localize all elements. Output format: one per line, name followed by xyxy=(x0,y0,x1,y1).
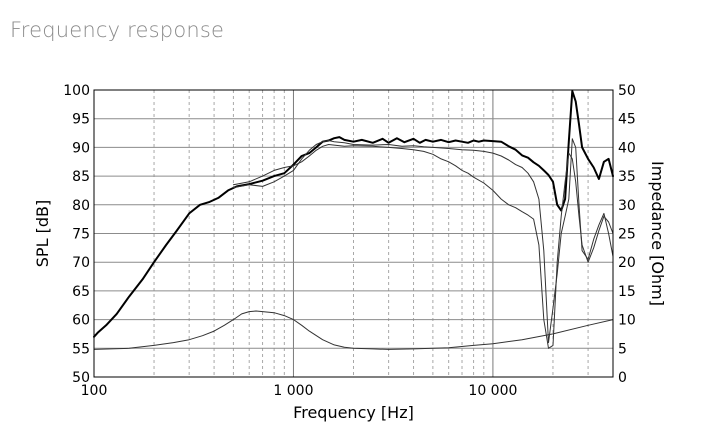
series-line-2 xyxy=(232,138,614,344)
y-tick-label-right: 20 xyxy=(618,255,636,271)
y-tick-label-right: 0 xyxy=(618,370,627,386)
y-tick-label-left: 55 xyxy=(72,341,90,357)
x-axis-title: Frequency [Hz] xyxy=(293,403,414,422)
plot-frame xyxy=(93,89,614,378)
y-tick-label-right: 35 xyxy=(618,169,636,185)
y-tick-label-right: 45 xyxy=(618,112,636,128)
series-line-3 xyxy=(232,144,614,349)
y-tick-label-right: 10 xyxy=(618,313,636,329)
x-tick-label: 1 000 xyxy=(273,383,313,399)
y-tick-label-left: 90 xyxy=(72,140,90,156)
y-tick-label-right: 15 xyxy=(618,284,636,300)
y-tick-label-left: 75 xyxy=(72,227,90,243)
y-tick-label-left: 60 xyxy=(72,313,90,329)
y-tick-label-left: 80 xyxy=(72,198,90,214)
y-axis-title-left: SPL [dB] xyxy=(33,200,52,267)
chart-grid xyxy=(94,90,613,377)
y-tick-label-right: 40 xyxy=(618,140,636,156)
series-line-4 xyxy=(93,310,614,350)
y-tick-label-left: 85 xyxy=(72,169,90,185)
y-tick-label-right: 25 xyxy=(618,227,636,243)
chart-series xyxy=(93,90,614,350)
y-tick-label-left: 100 xyxy=(63,83,90,99)
y-tick-label-left: 70 xyxy=(72,255,90,271)
y-tick-label-right: 5 xyxy=(618,341,627,357)
chart-tick-labels: 50 55 60 65 70 75 80 85 90 95 100 0 5 10 15 20 25 30 35 40 4… xyxy=(63,83,636,399)
x-tick-label: 10 000 xyxy=(468,383,517,399)
y-tick-label-right: 30 xyxy=(618,198,636,214)
y-tick-label-left: 50 xyxy=(72,370,90,386)
y-tick-label-right: 50 xyxy=(618,83,636,99)
x-tick-label: 100 xyxy=(81,383,108,399)
y-tick-label-left: 65 xyxy=(72,284,90,300)
page-title: Frequency response xyxy=(10,18,225,42)
y-tick-label-left: 95 xyxy=(72,112,90,128)
y-axis-title-right: Impedance [Ohm] xyxy=(648,161,667,306)
